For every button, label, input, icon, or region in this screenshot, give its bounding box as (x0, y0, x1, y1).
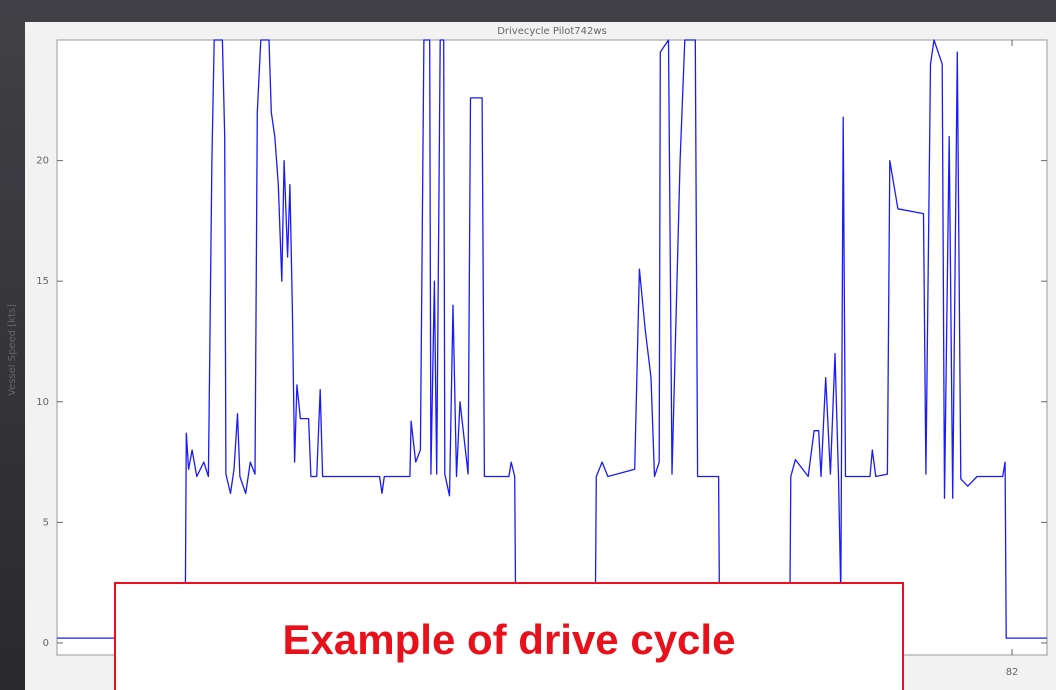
line-series (57, 39, 1047, 644)
y-tick-label: 5 (43, 517, 49, 528)
plot-area (56, 39, 1048, 656)
annotation-box (114, 582, 904, 690)
y-tick-label: 20 (36, 156, 49, 167)
y-tick-label: 10 (36, 397, 49, 408)
plot: 0 5 10 15 20 82 (36, 39, 1047, 678)
y-tick-label: 0 (43, 638, 49, 649)
y-tick-label: 15 (36, 276, 49, 287)
x-tick-label: 82 (1006, 667, 1019, 678)
annotation: Example of drive cycle (283, 616, 736, 663)
y-axis-label: Vessel Speed [kts] (7, 304, 18, 396)
chart-title: Drivecycle Pilot742ws (497, 26, 607, 37)
